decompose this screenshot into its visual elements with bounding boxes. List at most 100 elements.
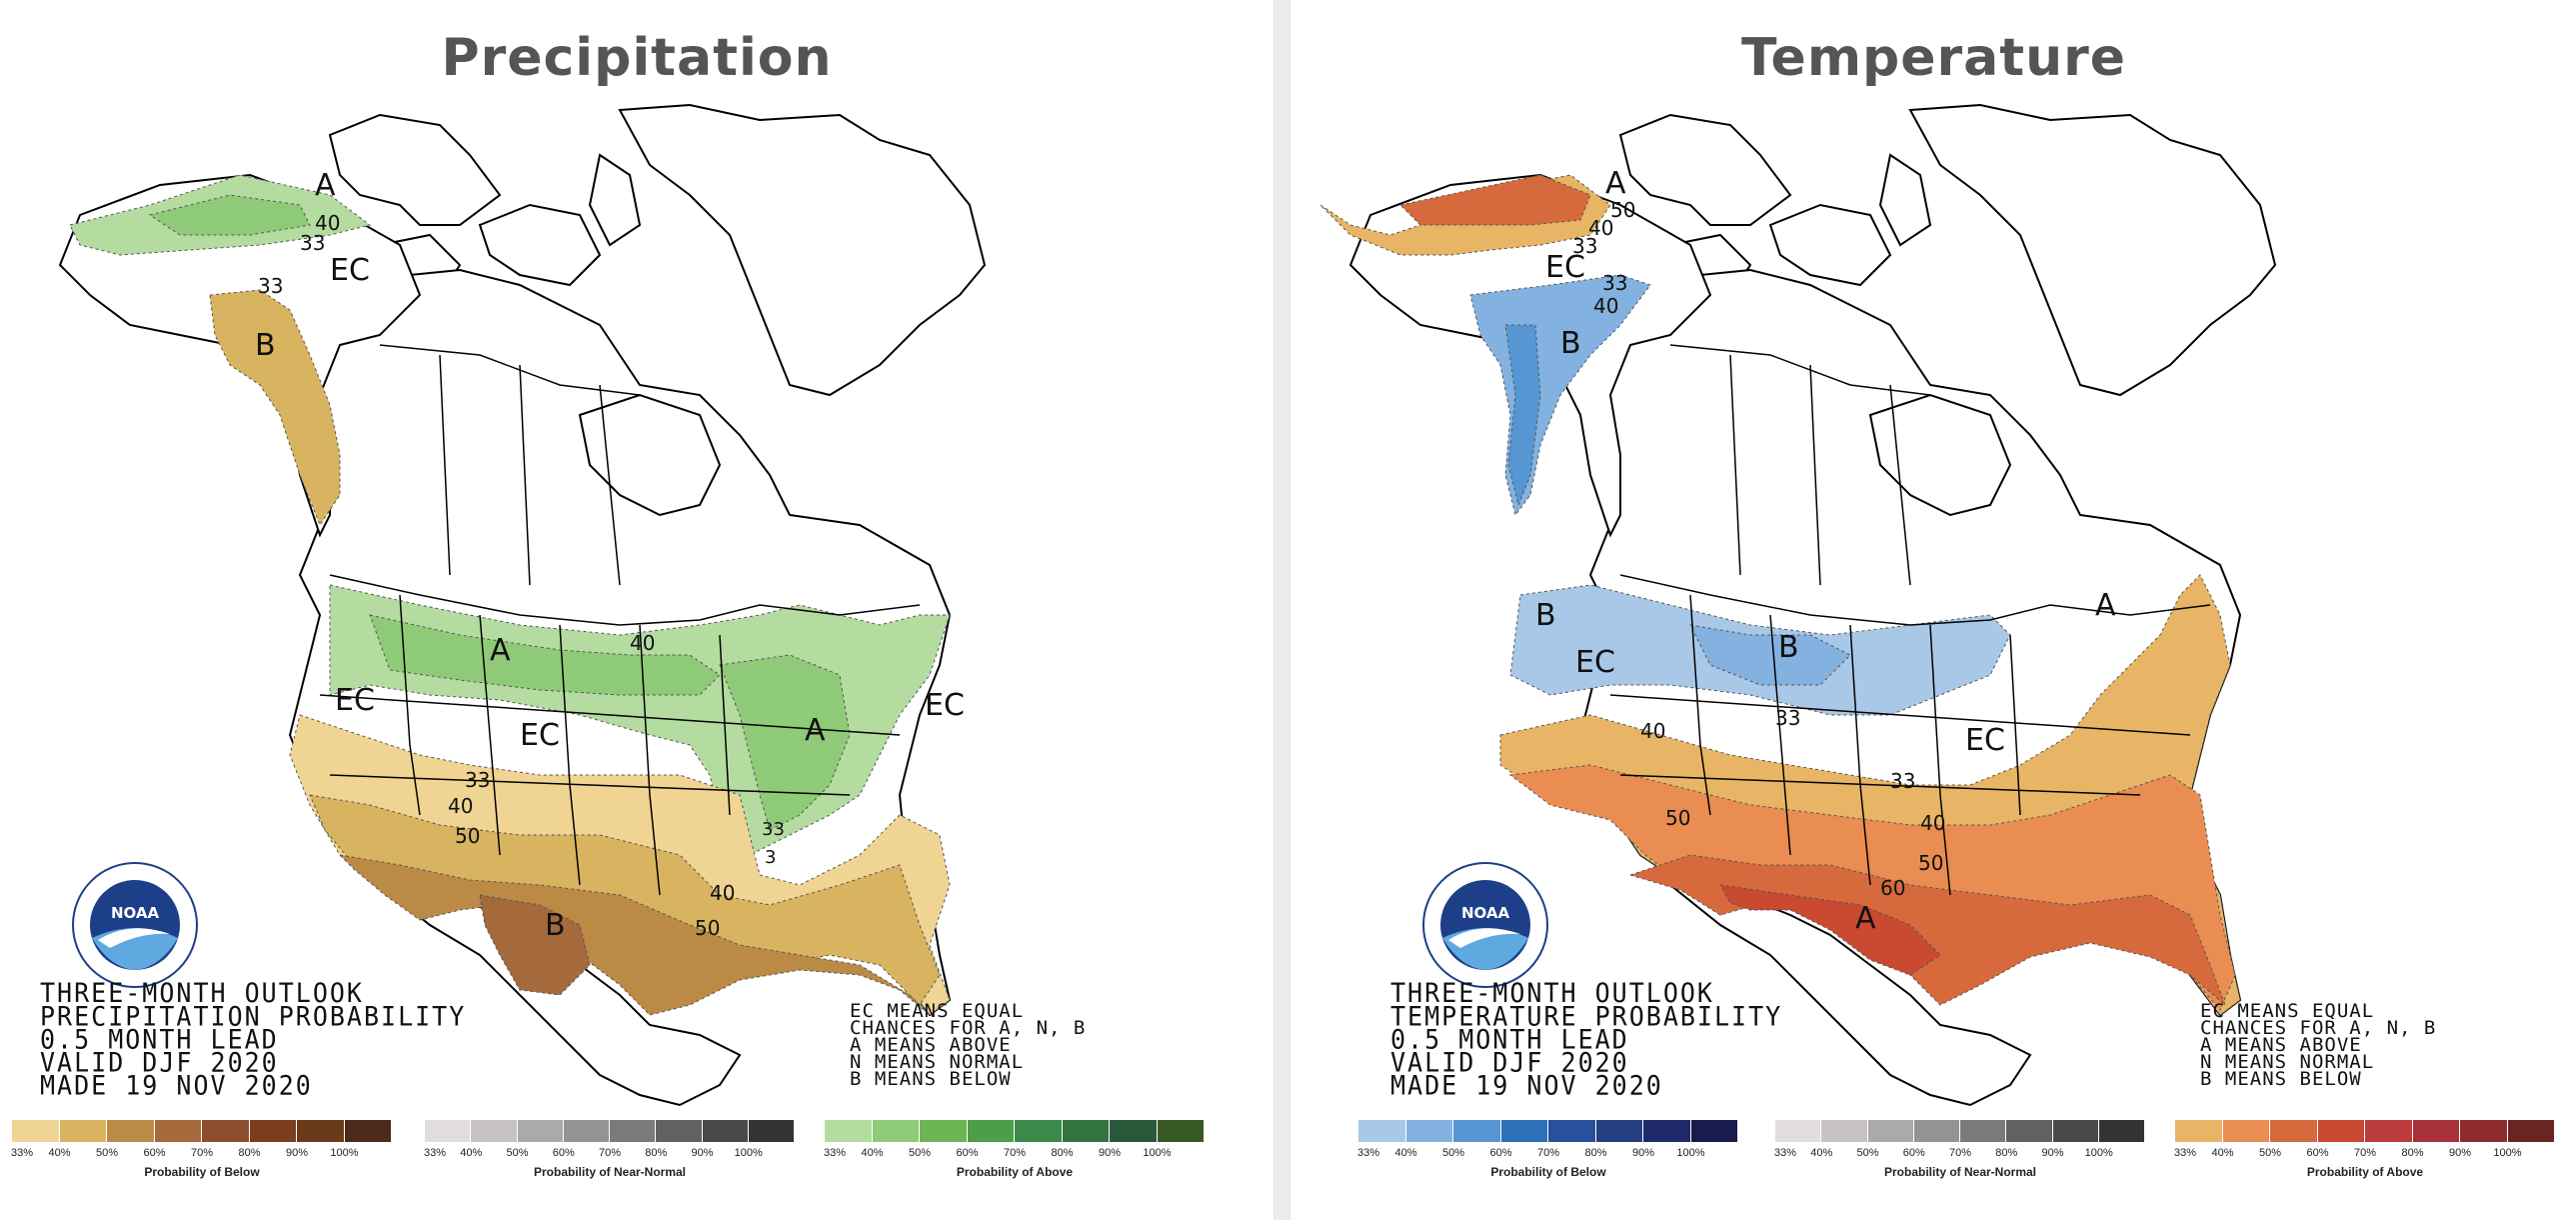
legend-tick-label: 60%: [143, 1147, 166, 1159]
map-label-texas-60: 60: [1880, 876, 1905, 900]
legend-tick-label: 33%: [1773, 1147, 1797, 1159]
map-label-plains-a: A: [490, 633, 511, 668]
legend-swatch-2: [1821, 1120, 1868, 1142]
precipitation-key-block: EC MEANS EQUAL CHANCES FOR A, N, B A MEA…: [850, 1002, 1086, 1090]
legend-swatch-5: [610, 1120, 657, 1142]
legend-caption: Probability of Above: [956, 1165, 1074, 1179]
greenland-outline: [1908, 103, 2277, 397]
key-line-5: B MEANS BELOW: [850, 1068, 1012, 1090]
legend-tick-label: 60%: [956, 1147, 979, 1159]
precipitation-map: A 40 33 EC 33 B EC A 40 EC A EC 33 40 50…: [58, 103, 987, 1107]
legend-swatch-4: [967, 1120, 1015, 1142]
legend-tick-label: 90%: [285, 1147, 309, 1159]
legend-swatch-8: [748, 1120, 795, 1142]
alaska-outline: [1348, 173, 1712, 538]
legend-swatch-8: [2098, 1120, 2145, 1142]
legend-swatch-3: [2270, 1120, 2318, 1142]
legend-tick-label: 80%: [1995, 1147, 2018, 1159]
legend-tick-label: 90%: [2448, 1147, 2472, 1159]
plains-above-region-40: [369, 614, 721, 696]
map-label-gulf-50: 50: [695, 916, 720, 940]
map-label-alaska-40b: 40: [1593, 294, 1618, 318]
arctic-islands-outline: [328, 113, 642, 297]
legend-swatch-4: [2317, 1120, 2365, 1142]
info-line-2: TEMPERATURE PROBABILITY: [1390, 1001, 1783, 1032]
temp-legend-below: 33% 40% 50% 60% 70% 80% 90% 100% Probability of …: [1357, 1120, 1738, 1198]
legend-swatch-3: [1453, 1120, 1501, 1142]
legend-tick-label: 80%: [2401, 1147, 2424, 1159]
info-line-4: VALID DJF 2020: [1390, 1047, 1629, 1078]
map-label-south-50: 50: [1918, 851, 1943, 875]
map-label-alaska-b: B: [1560, 326, 1581, 361]
map-label-ky-33: 33: [762, 819, 785, 840]
map-label-dakota-b: B: [1778, 630, 1799, 665]
texas-below-region: [479, 894, 591, 996]
noaa-logo-text: NOAA: [111, 904, 160, 922]
legend-swatch-6: [1595, 1120, 1643, 1142]
legend-tick-label: 100%: [1676, 1147, 1705, 1159]
boundary-lines: [1609, 344, 2211, 896]
legend-tick-label: 90%: [2041, 1147, 2064, 1159]
key-line-3: A MEANS ABOVE: [2200, 1034, 2362, 1056]
legend-swatch-1: [2175, 1120, 2223, 1142]
legend-swatch-5: [2365, 1120, 2413, 1142]
legend-swatch-7: [1110, 1120, 1158, 1142]
map-label-sw-40: 40: [1640, 719, 1665, 743]
legend-tick-label: 70%: [1003, 1147, 1027, 1159]
hudson-bay: [578, 393, 722, 517]
map-label-south-40: 40: [1920, 811, 1945, 835]
legend-tick-label: 33%: [10, 1147, 34, 1159]
legend-swatch-2: [872, 1120, 920, 1142]
map-label-alaska-33b: 33: [258, 274, 283, 298]
info-line-3: 0.5 MONTH LEAD: [40, 1024, 279, 1055]
map-label-alaska-50: 50: [1610, 198, 1635, 222]
temperature-panel: Temperature: [1289, 0, 2576, 1220]
legend-tick-label: 60%: [552, 1147, 575, 1159]
map-label-mid-33: 33: [1890, 769, 1915, 793]
map-label-texas-a: A: [1855, 901, 1876, 936]
map-label-east-ec: EC: [925, 688, 965, 723]
legend-swatch-3: [920, 1120, 968, 1142]
legend-tick-label: 40%: [48, 1147, 71, 1159]
legend-tick-label: 33%: [2173, 1147, 2197, 1159]
noaa-logo-text: NOAA: [1461, 904, 1510, 922]
map-label-alaska-ec: EC: [330, 253, 370, 288]
legend-tick-label: 60%: [2306, 1147, 2329, 1159]
map-label-alaska-ec: EC: [1545, 250, 1585, 285]
legend-swatch-5: [1960, 1120, 2007, 1142]
map-label-alaska-b: B: [255, 328, 276, 363]
key-line-1: EC MEANS EQUAL: [2200, 1000, 2375, 1022]
alaska-below-region-50: [1504, 324, 1541, 507]
legend-tick-label: 40%: [460, 1147, 483, 1159]
map-label-west-ec: EC: [1575, 645, 1615, 680]
info-line-1: THREE-MONTH OUTLOOK: [40, 978, 364, 1009]
legend-tick-label: 50%: [506, 1147, 529, 1159]
legend-tick-label: 80%: [238, 1147, 261, 1159]
map-label-alaska-40: 40: [1588, 216, 1613, 240]
precip-legend-above: 33% 40% 50% 60% 70% 80% 90% 100% Probability of …: [824, 1120, 1205, 1198]
map-label-south-40: 40: [448, 794, 473, 818]
legend-swatch-6: [249, 1120, 297, 1142]
legend-swatch-7: [702, 1120, 749, 1142]
map-label-central-ec: EC: [520, 718, 560, 753]
precipitation-panel: Precipitation: [0, 0, 1275, 1220]
greenland-outline: [618, 103, 987, 397]
legend-tick-label: 70%: [2353, 1147, 2377, 1159]
precip-legend-near-normal: 33% 40% 50% 60% 70% 80% 90% 100% Probability of …: [424, 1120, 795, 1198]
map-label-sw-50: 50: [1665, 806, 1690, 830]
legend-swatch-5: [1548, 1120, 1596, 1142]
key-line-3: A MEANS ABOVE: [850, 1034, 1012, 1056]
legend-tick-label: 40%: [1394, 1147, 1417, 1159]
legend-swatch-3: [1867, 1120, 1914, 1142]
legend-tick-label: 100%: [734, 1147, 763, 1159]
legend-color-bar: [825, 1120, 1205, 1142]
legend-caption: Probability of Below: [144, 1165, 260, 1179]
legend-tick-label: 70%: [1948, 1147, 1972, 1159]
legend-swatch-1: [1775, 1120, 1822, 1142]
legend-tick-label: 70%: [598, 1147, 622, 1159]
dakota-below-region-40: [1689, 624, 1851, 686]
map-label-dakota-33: 33: [1775, 706, 1800, 730]
map-label-ne-a: A: [2095, 588, 2116, 623]
legend-swatch-2: [59, 1120, 107, 1142]
legend-tick-label: 100%: [1143, 1147, 1172, 1159]
